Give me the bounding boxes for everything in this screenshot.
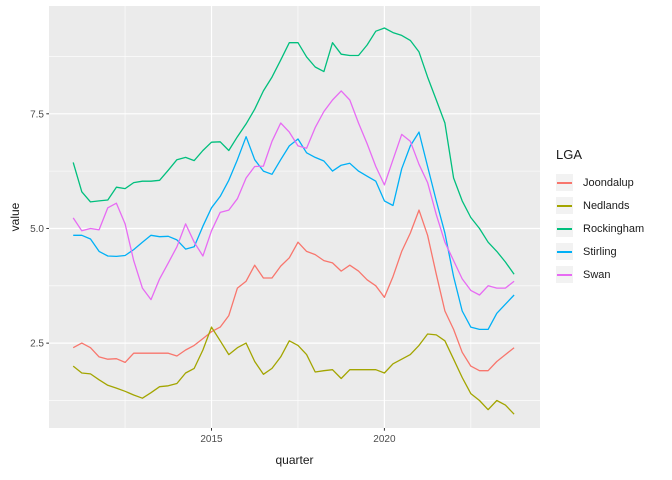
x-tick-label: 2020 xyxy=(373,434,396,445)
y-tick-label: 7.5 xyxy=(30,109,44,120)
legend-key-swatch xyxy=(556,174,573,191)
legend-key-line xyxy=(557,227,572,230)
legend-item-nedlands: Nedlands xyxy=(556,194,644,217)
legend-key-swatch xyxy=(556,243,573,260)
legend-label: Stirling xyxy=(583,245,617,258)
legend-item-rockingham: Rockingham xyxy=(556,217,644,240)
legend-item-swan: Swan xyxy=(556,263,644,286)
legend-key-swatch xyxy=(556,220,573,237)
y-tick-label: 2.5 xyxy=(30,339,44,350)
panel-background xyxy=(49,6,540,428)
legend-label: Rockingham xyxy=(583,222,645,235)
legend: LGA Joondalup Nedlands Rockingham Stirling S… xyxy=(556,147,644,286)
series-line-stirling xyxy=(73,131,515,331)
series-line-rockingham xyxy=(72,27,515,275)
legend-label: Nedlands xyxy=(583,199,630,212)
x-axis-title: quarter xyxy=(275,453,314,467)
series-line-joondalup xyxy=(72,209,515,372)
legend-item-stirling: Stirling xyxy=(556,240,644,263)
legend-label: Swan xyxy=(583,268,611,281)
y-tick-label: 5.0 xyxy=(30,224,44,235)
legend-label: Joondalup xyxy=(583,176,634,189)
legend-key-swatch xyxy=(556,197,573,214)
legend-key-line xyxy=(557,250,572,253)
legend-item-joondalup: Joondalup xyxy=(556,171,644,194)
legend-title: LGA xyxy=(556,147,583,162)
y-axis-title: value xyxy=(8,202,22,232)
legend-key-line xyxy=(557,273,572,276)
series-line-swan xyxy=(72,90,515,301)
legend-key-swatch xyxy=(556,266,573,283)
legend-items: Joondalup Nedlands Rockingham Stirling Swan xyxy=(556,171,644,286)
legend-key-line xyxy=(557,204,572,207)
series-line-nedlands xyxy=(72,326,515,415)
x-tick-label: 2015 xyxy=(200,434,223,445)
legend-key-line xyxy=(557,181,572,184)
